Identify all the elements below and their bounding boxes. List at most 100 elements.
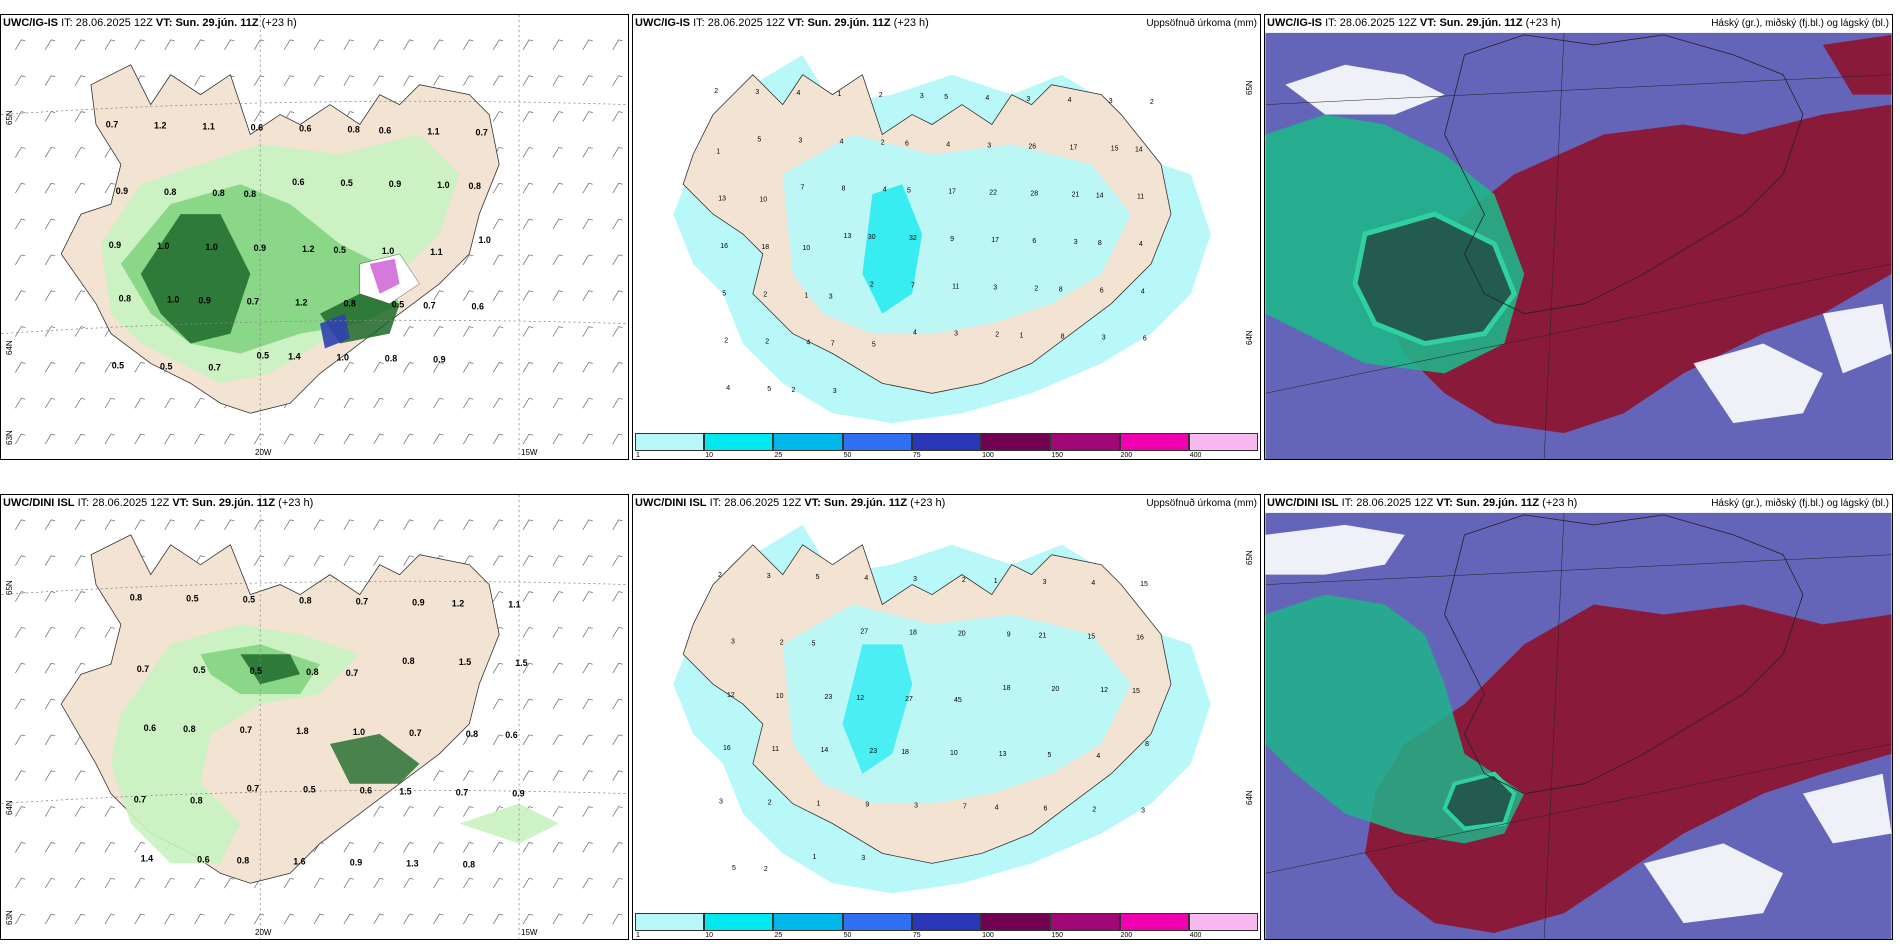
- wind-barb-icon: [15, 290, 26, 301]
- colorbar-segment: [842, 913, 912, 931]
- wind-barb-icon: [224, 913, 235, 925]
- wind-barb-icon: [74, 39, 86, 51]
- wind-barb-icon: [74, 841, 86, 853]
- wind-barb-icon: [253, 555, 265, 566]
- precip-value-label: 0.7: [356, 597, 368, 607]
- wind-barb-icon: [74, 806, 86, 817]
- wind-barb-icon: [552, 698, 563, 710]
- wind-barb-icon: [612, 433, 623, 445]
- wind-barb-icon: [582, 75, 593, 86]
- precip-value-label: 27: [860, 628, 868, 635]
- precip-value-label: 6: [1032, 238, 1036, 245]
- wind-barb-icon: [104, 433, 115, 445]
- wind-barb-icon: [582, 877, 593, 889]
- precip-value-label: 3: [829, 293, 833, 300]
- wind-barb-icon: [15, 218, 26, 230]
- wind-barb-icon: [462, 290, 474, 301]
- precip-value-label: 0.8: [119, 294, 131, 304]
- wind-barb-icon: [134, 361, 145, 373]
- wind-barb-icon: [313, 397, 325, 409]
- wind-barb-icon: [313, 75, 325, 86]
- precip-value-label: 21: [1039, 632, 1047, 639]
- wind-barb-icon: [433, 361, 444, 373]
- lat-label: 63N: [5, 910, 14, 925]
- precip-value-label: 4: [1139, 241, 1143, 248]
- precip-value-label: 1: [994, 578, 998, 585]
- precip-value-label: 8: [1098, 240, 1102, 247]
- wind-barb-icon: [612, 290, 623, 301]
- precip-value-label: 0.6: [505, 730, 517, 740]
- wind-barb-icon: [283, 519, 295, 531]
- wind-barb-icon: [15, 626, 26, 638]
- precip-value-label: 4: [1141, 288, 1145, 295]
- precip-value-label: 1.1: [430, 247, 442, 257]
- wind-barb-icon: [403, 913, 414, 925]
- wind-barb-icon: [552, 361, 563, 373]
- wind-barb-icon: [403, 877, 414, 889]
- wind-barb-icon: [194, 519, 205, 531]
- wind-barb-icon: [224, 519, 235, 531]
- precip-value-label: 1.0: [437, 180, 449, 190]
- precip-value-label: 0.7: [409, 728, 421, 738]
- wind-barb-icon: [134, 913, 145, 925]
- wind-barb-icon: [283, 877, 295, 889]
- lat-label: 65N: [5, 110, 14, 125]
- wind-barb-icon: [552, 75, 563, 86]
- wind-barb-icon: [283, 913, 295, 925]
- wind-barb-icon: [462, 734, 474, 746]
- wind-barb-icon: [522, 626, 534, 638]
- wind-barb-icon: [582, 433, 593, 445]
- wind-barb-icon: [492, 290, 504, 301]
- wind-barb-icon: [313, 519, 325, 531]
- colorbar-segment: [842, 433, 912, 451]
- panel-title: UWC/DINI ISL IT: 28.06.2025 12Z VT: Sun.…: [1267, 497, 1578, 509]
- wind-barb-icon: [403, 397, 414, 409]
- wind-barb-icon: [552, 555, 563, 566]
- wind-barb-icon: [522, 182, 534, 194]
- wind-barb-icon: [44, 182, 56, 194]
- precip-value-label: 10: [759, 197, 767, 204]
- precip-value-label: 5: [816, 574, 820, 581]
- precip-value-label: 0.6: [292, 177, 304, 187]
- wind-barb-icon: [492, 519, 504, 531]
- precip-value-label: 0.8: [164, 187, 176, 197]
- precip-value-label: 11: [952, 283, 959, 290]
- wind-barb-icon: [194, 397, 205, 409]
- precip-value-label: 1.8: [296, 726, 308, 736]
- precip-value-label: 0.8: [183, 724, 195, 734]
- colorbar-label: 25: [774, 452, 783, 459]
- wind-barb-icon: [104, 361, 115, 373]
- precip-value-label: 13: [999, 751, 1007, 758]
- wind-barb-icon: [343, 913, 354, 925]
- wind-barb-icon: [612, 591, 623, 602]
- wind-barb-icon: [44, 361, 56, 373]
- precip-value-labels: 0.8 0.5 0.5 0.8 0.7 0.9 1.2 1.1 0.7 0.5 0.5 0.8 0.7 0…: [130, 593, 528, 870]
- precip-value-label: 5: [722, 290, 726, 297]
- wind-barb-icon: [44, 555, 56, 566]
- precip-value-label: 30: [868, 234, 876, 241]
- wind-barb-icon: [552, 218, 563, 230]
- lat-label: 64N: [5, 340, 14, 355]
- wind-barb-icon: [492, 734, 504, 746]
- wind-barb-icon: [74, 361, 86, 373]
- map-canvas: 0.7 1.2 1.1 0.6 0.6 0.8 0.6 1.1 0.7 0.9 0.8 0.8 0.8 0…: [1, 15, 628, 459]
- wind-barb-icon: [194, 433, 205, 445]
- wind-barb-icon: [582, 146, 593, 158]
- wind-barb-icon: [74, 290, 86, 301]
- cloud-core: [1442, 771, 1517, 831]
- precip-value-label: 0.8: [343, 299, 355, 309]
- wind-barb-icon: [15, 519, 26, 531]
- precip-value-label: 0.7: [208, 362, 220, 372]
- precip-value-label: 3: [1026, 96, 1030, 103]
- precip-value-label: 4: [946, 141, 950, 148]
- precip-value-label: 5: [944, 94, 948, 101]
- precip-value-label: 15: [1132, 688, 1140, 695]
- precip-value-label: 1.5: [399, 787, 411, 797]
- wind-barb-icon: [44, 146, 56, 158]
- precip-value-label: 14: [1135, 146, 1143, 153]
- cloud-mid-upper-right: [1822, 34, 1892, 95]
- wind-barb-icon: [44, 254, 56, 266]
- precip-value-label: 2: [1034, 285, 1038, 292]
- precip-value-label: 0.5: [303, 785, 315, 795]
- precip-value-label: 1.4: [288, 351, 300, 361]
